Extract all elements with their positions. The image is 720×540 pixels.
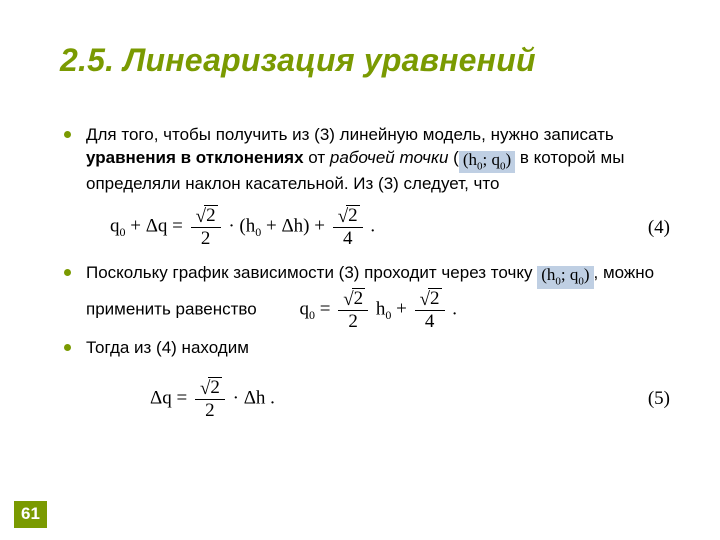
equation-number: (4) bbox=[648, 215, 670, 241]
equation-body: q0 + Δq = 22 · (h0 + Δh) + 24 . bbox=[110, 206, 375, 248]
slide: 2.5. Линеаризация уравнений Для того, чт… bbox=[0, 0, 720, 540]
page-number-badge: 61 bbox=[14, 501, 47, 528]
equation-number: (5) bbox=[648, 386, 670, 412]
list-item: Для того, чтобы получить из (3) линейную… bbox=[62, 124, 674, 248]
text: Для того, чтобы получить из (3) линейную… bbox=[86, 125, 614, 144]
text: Тогда из (4) находим bbox=[86, 338, 249, 357]
text: от bbox=[304, 148, 330, 167]
equation-q0: q0 = 22 h0 + 24 . bbox=[299, 289, 457, 331]
equation-body: Δq = 22 · Δh . bbox=[150, 378, 275, 420]
slide-title: 2.5. Линеаризация уравнений bbox=[60, 42, 536, 79]
text: Поскольку график зависимости (3) проходи… bbox=[86, 263, 537, 282]
equation-4: q0 + Δq = 22 · (h0 + Δh) + 24 . (4) bbox=[110, 206, 670, 248]
slide-body: Для того, чтобы получить из (3) линейную… bbox=[62, 124, 674, 434]
equation-5: Δq = 22 · Δh . (5) bbox=[110, 378, 670, 420]
bold-term: уравнения в отклонениях bbox=[86, 148, 304, 167]
list-item: Поскольку график зависимости (3) проходи… bbox=[62, 262, 674, 330]
working-point-chip: (h0; q0) bbox=[537, 266, 593, 288]
italic-term: рабочей точки bbox=[330, 148, 449, 167]
bullet-list: Для того, чтобы получить из (3) линейную… bbox=[62, 124, 674, 420]
list-item: Тогда из (4) находим Δq = 22 · Δh . (5) bbox=[62, 337, 674, 420]
working-point-chip: (h0; q0) bbox=[459, 151, 515, 173]
